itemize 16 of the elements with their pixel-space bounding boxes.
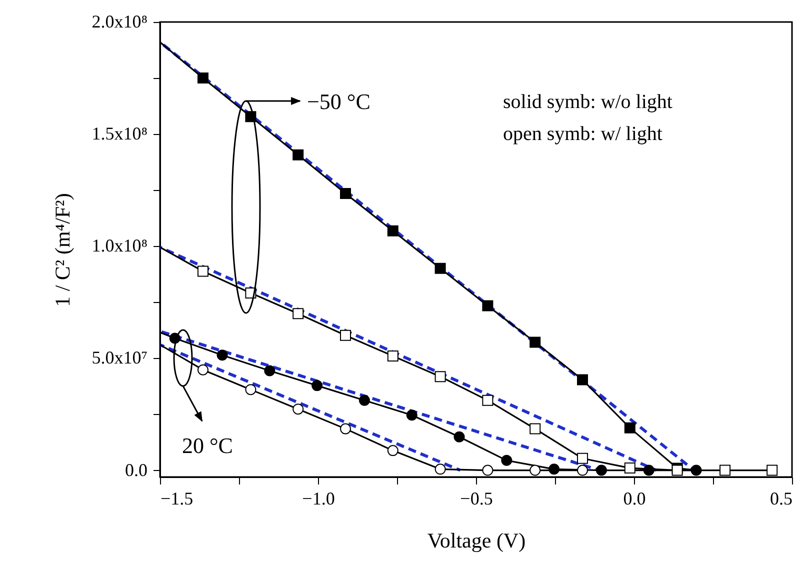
y-tick-label: 0.0 (125, 460, 148, 480)
annotation: solid symb: w/o light (503, 91, 673, 113)
x-axis-title: Voltage (V) (427, 528, 526, 552)
x-tick-label: −1.5 (160, 488, 194, 508)
annotation: 20 °C (182, 433, 233, 458)
x-tick-label: 0.0 (623, 488, 646, 508)
annotation: −50 °C (307, 89, 370, 114)
y-axis-title: 1 / C² (m⁴/F²) (50, 193, 75, 307)
annotation: open symb: w/ light (503, 123, 663, 145)
y-tick-label: 1.0x10⁸ (92, 236, 148, 256)
y-tick-label: 1.5x10⁸ (92, 124, 148, 144)
y-tick-label: 2.0x10⁸ (92, 12, 148, 32)
x-tick-label: −0.5 (460, 488, 493, 508)
x-tick-label: −1.0 (302, 488, 335, 508)
x-tick-label: 0.5 (770, 488, 792, 508)
y-tick-label: 5.0x10⁷ (92, 348, 148, 368)
